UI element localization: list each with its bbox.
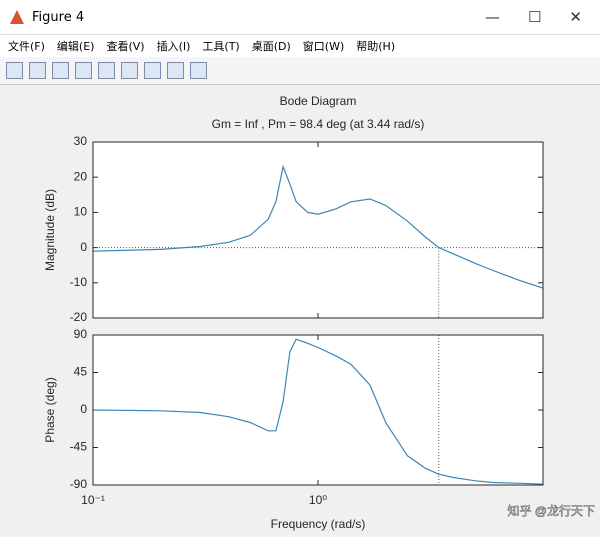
menu-item[interactable]: 桌面(D) bbox=[251, 40, 291, 53]
tool-button[interactable] bbox=[52, 62, 69, 79]
title-bar: Figure 4 — ☐ ✕ bbox=[0, 0, 600, 35]
tool-button[interactable] bbox=[190, 62, 207, 79]
chart-subtitle: Gm = Inf , Pm = 98.4 deg (at 3.44 rad/s) bbox=[212, 117, 425, 131]
series-line bbox=[92, 338, 544, 485]
maximize[interactable]: ☐ bbox=[527, 8, 542, 26]
menu-item[interactable]: 窗口(W) bbox=[302, 40, 345, 53]
tool-button[interactable] bbox=[121, 62, 138, 79]
tool-button[interactable] bbox=[75, 62, 92, 79]
tool-button[interactable] bbox=[6, 62, 23, 79]
y-tick-label: -45 bbox=[70, 440, 88, 454]
menu-item[interactable]: 插入(I) bbox=[156, 40, 191, 53]
minimize[interactable]: — bbox=[484, 8, 500, 26]
close[interactable]: ✕ bbox=[569, 8, 582, 26]
y-tick-label: 0 bbox=[80, 240, 87, 254]
x-tick-label: 10⁻¹ bbox=[81, 493, 105, 507]
plot-area bbox=[93, 335, 543, 485]
window-title: Figure 4 bbox=[32, 9, 85, 25]
y-tick-label: 20 bbox=[74, 169, 88, 183]
y-tick-label: 30 bbox=[74, 134, 88, 148]
x-axis-label: Frequency (rad/s) bbox=[271, 517, 366, 531]
y-tick-label: 0 bbox=[80, 402, 87, 416]
y-tick-label: -10 bbox=[70, 275, 88, 289]
y-tick-label: -90 bbox=[70, 477, 88, 491]
axes-box bbox=[92, 141, 544, 319]
toolbar bbox=[0, 57, 600, 85]
y-axis-label: Magnitude (dB) bbox=[43, 189, 57, 271]
x-tick-label: 10⁰ bbox=[309, 493, 327, 507]
y-tick-label: 10 bbox=[74, 205, 88, 219]
figure: -20 -10 0 10 20 30 Magnitude (dB) Bode Diagram G… bbox=[43, 94, 595, 531]
axes-box bbox=[92, 334, 544, 486]
menu-item[interactable]: 查看(V) bbox=[106, 40, 145, 53]
tool-button[interactable] bbox=[144, 62, 161, 79]
y-axis-label: Phase (deg) bbox=[43, 377, 57, 442]
menu-item[interactable]: 文件(F) bbox=[8, 40, 45, 53]
y-tick-label: 45 bbox=[74, 365, 88, 379]
menu-bar: 文件(F) 编辑(E) 查看(V) 插入(I) 工具(T) 桌面(D) 窗口(W) 帮助(H) bbox=[0, 35, 600, 57]
y-tick-label: -20 bbox=[70, 310, 88, 324]
tool-button[interactable] bbox=[29, 62, 46, 79]
window-controls: — ☐ ✕ bbox=[485, 8, 600, 26]
chart-title: Bode Diagram bbox=[280, 94, 357, 108]
app-icon bbox=[10, 10, 24, 24]
tool-button[interactable] bbox=[98, 62, 115, 79]
menu-item[interactable]: 工具(T) bbox=[202, 40, 240, 53]
tool-button[interactable] bbox=[167, 62, 184, 79]
plot-area bbox=[93, 142, 543, 318]
watermark: 知乎 @龙行天下 bbox=[507, 504, 595, 518]
series-line bbox=[92, 164, 544, 289]
menu-item[interactable]: 编辑(E) bbox=[56, 40, 95, 53]
y-tick-label: 90 bbox=[74, 327, 88, 341]
menu-item[interactable]: 帮助(H) bbox=[356, 40, 396, 53]
